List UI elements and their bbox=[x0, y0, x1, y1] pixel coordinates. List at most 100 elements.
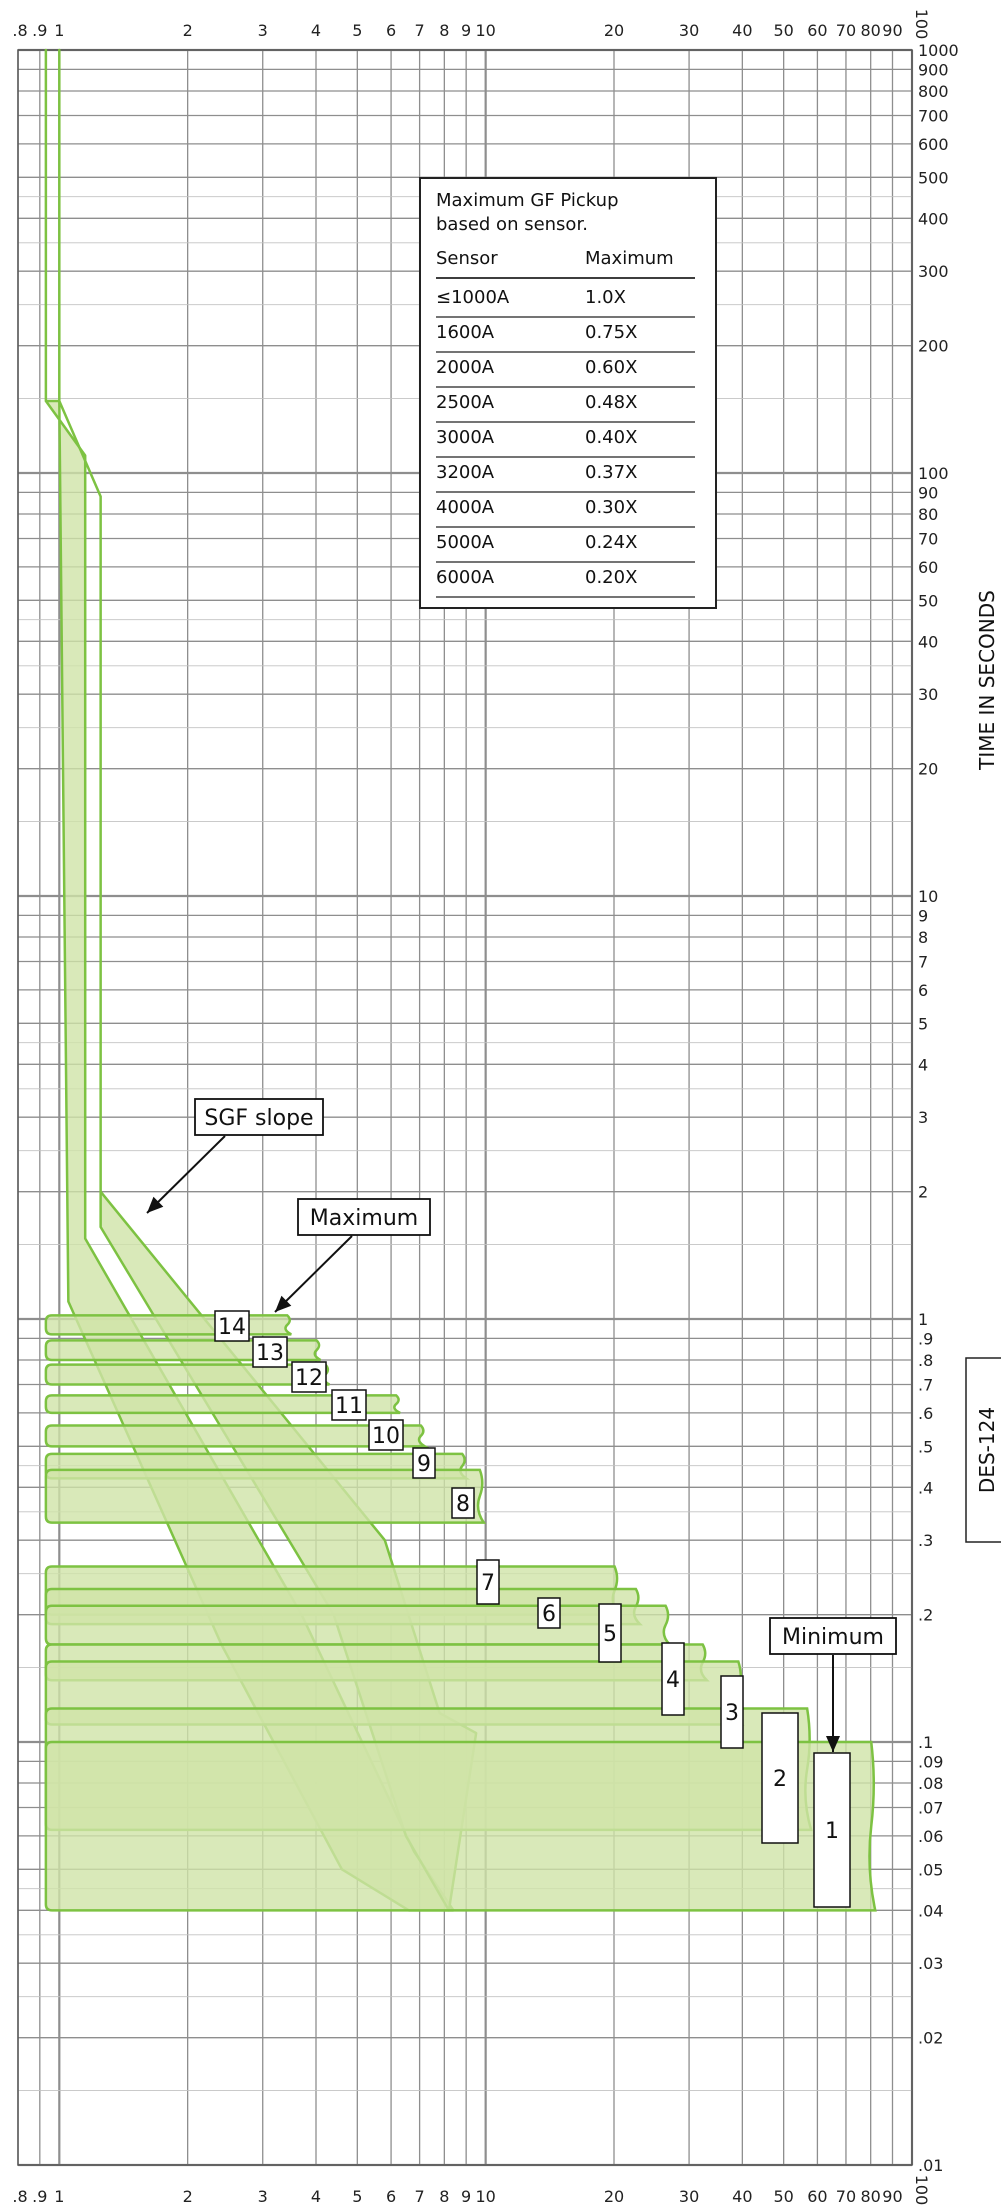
annotation-minimum-box bbox=[769, 1617, 897, 1655]
band-label-box-1 bbox=[813, 1752, 851, 1908]
y-tick-label: 9 bbox=[918, 906, 928, 925]
band-label-9: 9 bbox=[417, 1452, 431, 1477]
x-tick-label: 30 bbox=[679, 2187, 699, 2206]
table-cell-maximum: 0.20X bbox=[585, 567, 637, 588]
table-title-line1: Maximum GF Pickup bbox=[436, 190, 619, 211]
x-tick-label: 40 bbox=[732, 21, 752, 40]
y-tick-label: 1 bbox=[918, 1310, 928, 1329]
trip-band-13 bbox=[44, 1339, 322, 1362]
table-cell-sensor: 2000A bbox=[436, 357, 495, 378]
x-tick-label: 7 bbox=[415, 2187, 425, 2206]
y-tick-label: 500 bbox=[918, 168, 949, 187]
x-tick-label: 70 bbox=[836, 21, 856, 40]
x-tick-label: 90 bbox=[882, 21, 902, 40]
band-label-box-11 bbox=[331, 1389, 367, 1421]
y-tick-label: .9 bbox=[918, 1329, 933, 1348]
y-tick-label: .01 bbox=[918, 2156, 943, 2175]
x-tick-label: 1 bbox=[54, 21, 64, 40]
annotation-minimum-arrowhead bbox=[826, 1736, 840, 1752]
x-tick-label: .9 bbox=[32, 21, 47, 40]
y-tick-label: 8 bbox=[918, 928, 928, 947]
table-cell-maximum: 0.37X bbox=[585, 462, 637, 483]
x-tick-label: 8 bbox=[439, 21, 449, 40]
x-tick-label: 60 bbox=[807, 2187, 827, 2206]
band-label-3: 3 bbox=[725, 1701, 739, 1726]
y-tick-label: .03 bbox=[918, 1954, 943, 1973]
y-tick-label: 1000 bbox=[918, 41, 959, 60]
y-tick-label: 300 bbox=[918, 262, 949, 281]
x-tick-label: .8 bbox=[12, 21, 27, 40]
band-label-8: 8 bbox=[456, 1492, 470, 1517]
band-label-box-9 bbox=[412, 1447, 436, 1479]
y-tick-label: 90 bbox=[918, 483, 938, 502]
x-tick-label: 100 bbox=[912, 2175, 931, 2206]
y-tick-label: .07 bbox=[918, 1799, 943, 1818]
x-tick-label: 9 bbox=[461, 2187, 471, 2206]
y-tick-label: .6 bbox=[918, 1404, 933, 1423]
x-tick-label: 8 bbox=[439, 2187, 449, 2206]
table-cell-sensor: 1600A bbox=[436, 322, 495, 343]
x-tick-label: 30 bbox=[679, 21, 699, 40]
annotation-maximum-arrowhead bbox=[275, 1295, 292, 1312]
table-cell-sensor: 3000A bbox=[436, 427, 495, 448]
band-label-box-6 bbox=[537, 1597, 561, 1629]
annotation-minimum: Minimum bbox=[782, 1625, 884, 1650]
y-tick-label: .7 bbox=[918, 1376, 933, 1395]
x-tick-label: 70 bbox=[836, 2187, 856, 2206]
table-cell-maximum: 1.0X bbox=[585, 287, 626, 308]
band-label-2: 2 bbox=[773, 1767, 787, 1792]
trip-band-10 bbox=[44, 1424, 430, 1448]
x-tick-label: 10 bbox=[475, 21, 495, 40]
table-cell-sensor: 4000A bbox=[436, 497, 495, 518]
trip-band-5 bbox=[44, 1604, 673, 1646]
table-body: Sensor Maximum ≤1000A 1.0X 1600A 0.75X 2000A 0.… bbox=[436, 248, 695, 598]
x-tick-label: 80 bbox=[861, 21, 881, 40]
axis-ticks: .8.8.9.911223344556677889910102020303040… bbox=[12, 9, 958, 2206]
x-tick-label: 80 bbox=[861, 2187, 881, 2206]
y-tick-label: 50 bbox=[918, 591, 938, 610]
band-label-box-14 bbox=[214, 1310, 250, 1342]
table-header-maximum: Maximum bbox=[585, 248, 674, 269]
y-axis-label: TIME IN SECONDS bbox=[975, 590, 999, 771]
y-tick-label: 4 bbox=[918, 1055, 928, 1074]
x-tick-label: 40 bbox=[732, 2187, 752, 2206]
table-cell-maximum: 0.30X bbox=[585, 497, 637, 518]
doc-tag-group: DES-124 bbox=[965, 1357, 1001, 1543]
table-cell-maximum: 0.75X bbox=[585, 322, 637, 343]
y-tick-label: .1 bbox=[918, 1733, 933, 1752]
band-label-box-12 bbox=[291, 1361, 327, 1393]
y-tick-label: 10 bbox=[918, 887, 938, 906]
y-tick-label: 3 bbox=[918, 1108, 928, 1127]
x-tick-label: .9 bbox=[32, 2187, 47, 2206]
band-label-1: 1 bbox=[825, 1819, 839, 1844]
trip-band-11 bbox=[44, 1394, 401, 1415]
y-tick-label: 70 bbox=[918, 530, 938, 549]
table-cell-maximum: 0.24X bbox=[585, 532, 637, 553]
y-tick-label: 800 bbox=[918, 82, 949, 101]
y-tick-label: .8 bbox=[918, 1351, 933, 1370]
table-cell-sensor: ≤1000A bbox=[436, 287, 510, 308]
table-cell-maximum: 0.48X bbox=[585, 392, 637, 413]
table-cell-sensor: 6000A bbox=[436, 567, 495, 588]
y-tick-label: 2 bbox=[918, 1183, 928, 1202]
y-tick-label: 30 bbox=[918, 685, 938, 704]
table-cell-sensor: 5000A bbox=[436, 532, 495, 553]
band-label-box-8 bbox=[451, 1487, 475, 1519]
band-label-14: 14 bbox=[218, 1315, 246, 1340]
annotation-maximum-box bbox=[297, 1198, 431, 1236]
y-tick-label: 7 bbox=[918, 953, 928, 972]
x-tick-label: 20 bbox=[604, 2187, 624, 2206]
y-tick-label: 100 bbox=[918, 464, 949, 483]
band-label-4: 4 bbox=[666, 1668, 680, 1693]
x-tick-label: 60 bbox=[807, 21, 827, 40]
y-tick-label: 60 bbox=[918, 558, 938, 577]
band-label-6: 6 bbox=[542, 1602, 556, 1627]
doc-tag: DES-124 bbox=[975, 1407, 999, 1493]
table-cell-maximum: 0.60X bbox=[585, 357, 637, 378]
table-title-line2: based on sensor. bbox=[436, 214, 588, 235]
y-tick-label: .5 bbox=[918, 1437, 933, 1456]
x-tick-label: .8 bbox=[12, 2187, 27, 2206]
annotation-sgf-slope: SGF slope bbox=[204, 1106, 313, 1131]
y-tick-label: .05 bbox=[918, 1860, 943, 1879]
table-cell-sensor: 2500A bbox=[436, 392, 495, 413]
